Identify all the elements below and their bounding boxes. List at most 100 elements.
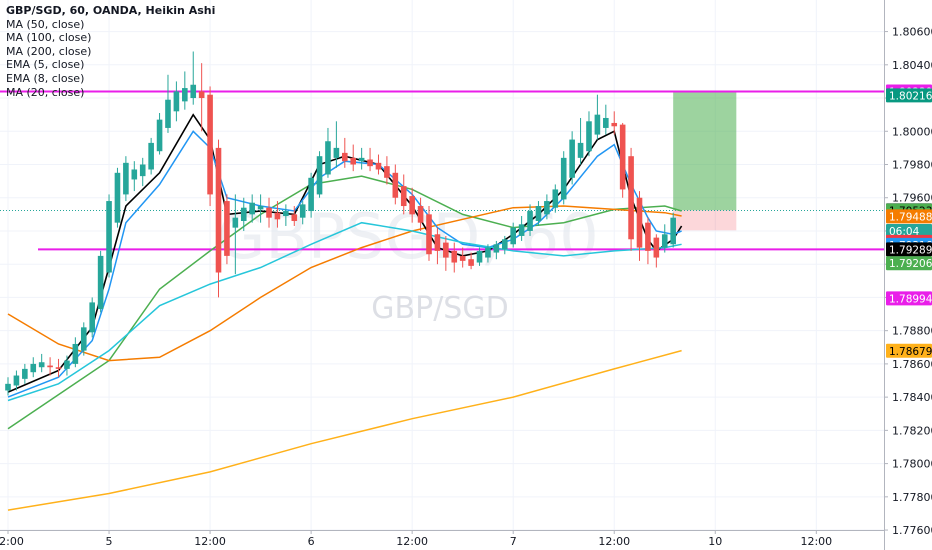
candle-body [577, 142, 584, 158]
candle-body [299, 204, 306, 218]
price-tick-label: 1.78400 [892, 391, 932, 404]
candle-body [367, 159, 373, 167]
candle-body [493, 244, 500, 253]
price-label-text: 1.78679 [889, 346, 932, 358]
watermark-symbol: GBPSGD, 60 [217, 200, 598, 273]
candle-body [443, 242, 449, 258]
price-label-text: 1.79488 [889, 211, 932, 223]
price-label-box [886, 88, 932, 103]
candle-body [5, 383, 11, 391]
candle-body [266, 207, 272, 218]
candle-body [207, 94, 213, 195]
candle-body [459, 255, 466, 261]
candle-body [417, 206, 424, 223]
candle-body [552, 189, 559, 208]
candle-body [47, 365, 53, 368]
candle-body [30, 363, 37, 373]
time-tick-label: 12:00 [194, 535, 226, 548]
candle-body [468, 259, 474, 266]
candle-body [434, 234, 441, 251]
price-tick-label: 1.80400 [892, 59, 932, 72]
candle-body [224, 201, 230, 256]
candle-body [190, 84, 197, 99]
time-axis-background [0, 530, 884, 550]
time-tick-label: 6 [308, 535, 315, 548]
candle-body [64, 360, 70, 369]
candle-body [518, 224, 525, 236]
candle-body [123, 162, 129, 195]
price-label-box [886, 242, 932, 257]
candle-body [426, 214, 432, 255]
candle-body [308, 177, 314, 212]
candle-body [569, 139, 575, 178]
indicator-ma20-label: MA (20, close) [6, 85, 85, 99]
candle-body [249, 202, 255, 215]
time-tick-label: 12:00 [800, 535, 832, 548]
candle-body [215, 147, 222, 273]
ma-line-ma-200-close- [7, 349, 682, 511]
indicator-ema5-label: EMA (5, close) [6, 58, 85, 72]
price-label-text: 1.80216 [889, 90, 932, 102]
candle-body [636, 197, 643, 248]
candle-body [628, 156, 634, 240]
price-tick-label: 1.79600 [892, 192, 932, 205]
price-tick-label: 1.77600 [892, 524, 932, 537]
candle-body [535, 206, 542, 221]
candle-body [653, 237, 660, 258]
candle-body [283, 211, 289, 217]
candle-body [501, 239, 508, 250]
price-label-text: 1.78994 [889, 293, 932, 305]
candle-body [611, 122, 618, 127]
candle-body [476, 250, 483, 263]
candle-body [232, 217, 239, 228]
price-tick-label: 1.78000 [892, 458, 932, 471]
price-tick-label: 1.78600 [892, 358, 932, 371]
candle-body [89, 302, 95, 333]
candle-body [333, 147, 340, 158]
candle-body [670, 217, 676, 245]
candle-body [274, 212, 281, 220]
candle-body [316, 156, 323, 195]
time-tick-label: 5 [106, 535, 113, 548]
candle-body [198, 91, 205, 99]
candle-body [22, 368, 28, 379]
price-label-box [886, 223, 932, 238]
candle-body [106, 201, 112, 273]
candle-body [544, 201, 550, 215]
ma-line-ma-20-close- [7, 221, 682, 402]
candle-body [560, 157, 567, 200]
candle-body [97, 255, 104, 310]
candle-body [594, 114, 601, 135]
candle-body [586, 121, 592, 152]
candle-body [38, 362, 45, 368]
position-stop-zone [673, 210, 737, 231]
candle-body [375, 162, 382, 170]
price-label-box [886, 209, 932, 224]
candle-body [13, 375, 20, 386]
candle-body [173, 91, 180, 112]
candle-body [485, 247, 491, 258]
candle-body [384, 166, 390, 178]
candle-body [409, 196, 415, 215]
candle-body [619, 124, 626, 190]
time-tick-label: 12:00 [0, 535, 24, 548]
candle-body [114, 172, 121, 223]
candle-body [325, 141, 331, 175]
candle-body [72, 343, 79, 364]
indicator-ma200-label: MA (200, close) [6, 44, 92, 58]
candle-body [55, 367, 62, 369]
price-tick-label: 1.80000 [892, 125, 932, 138]
candle-body [148, 142, 154, 170]
price-tick-label: 1.80600 [892, 26, 932, 39]
time-tick-label: 12:00 [396, 535, 428, 548]
candle-body [182, 88, 188, 102]
candle-body [661, 234, 668, 248]
ma-line-ma-100-close- [7, 205, 682, 362]
candle-body [603, 117, 609, 128]
price-tick-label: 1.77800 [892, 491, 932, 504]
time-tick-label: 7 [510, 535, 517, 548]
candle-body [510, 227, 516, 245]
candle-body [257, 206, 264, 210]
candle-body [451, 250, 458, 263]
